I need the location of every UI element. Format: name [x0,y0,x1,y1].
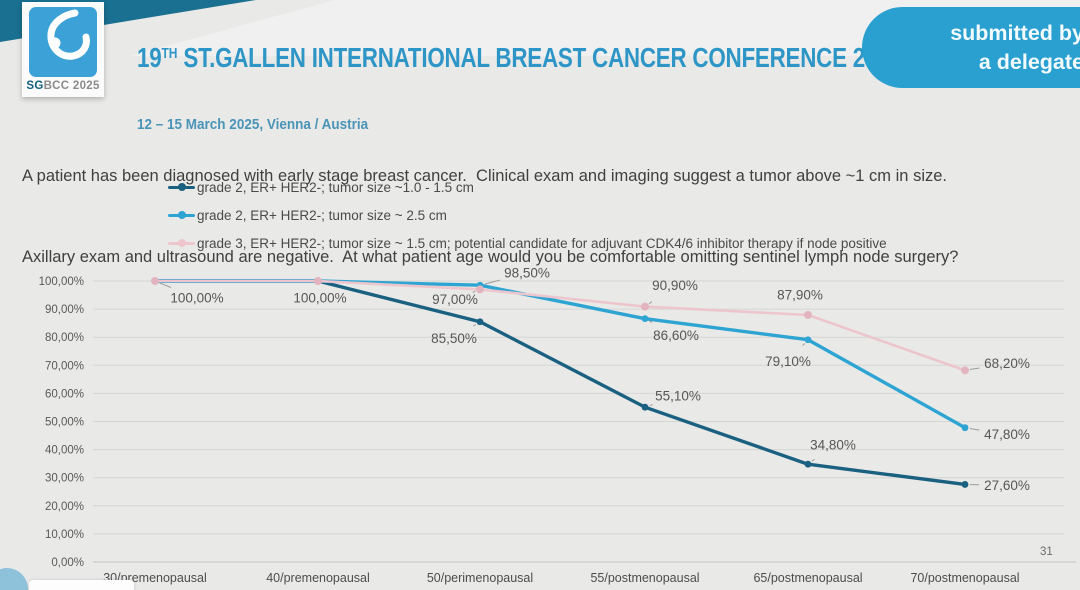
data-label-leader [802,343,806,346]
data-label-leader [811,458,815,462]
legend-row-series3: grade 3, ER+ HER2-; tumor size ~ 1.5 cm;… [168,232,887,254]
legend-label-series2: grade 2, ER+ HER2-; tumor size ~ 2.5 cm [197,207,447,223]
header-title-block: 19TH ST.GALLEN INTERNATIONAL BREAST CANC… [119,24,1080,152]
data-label: 79,10% [765,354,811,369]
data-label-leader [649,404,653,407]
data-point [641,302,649,311]
data-label: 97,00% [432,292,478,307]
data-point [804,311,812,320]
legend-row-series2: grade 2, ER+ HER2-; tumor size ~ 2.5 cm [168,204,887,226]
logo-caption-sg: SG [26,80,44,92]
logo-caption: SGBCC 2025 [26,80,99,92]
data-point [804,460,812,468]
chart-legend: grade 2, ER+ HER2-; tumor size ~1.0 - 1.… [168,176,887,260]
y-axis-tick-label: 100,00% [39,276,84,288]
question-line2: Axillary exam and ultrasound are negativ… [22,247,959,266]
y-axis-tick-label: 80,00% [45,332,84,344]
data-label-leader [969,428,980,431]
legend-label-series1: grade 2, ER+ HER2-; tumor size ~1.0 - 1.… [197,179,474,195]
data-point [961,366,969,375]
data-label: 87,90% [777,288,823,303]
logo-square [29,7,97,77]
y-axis-tick-label: 40,00% [45,445,84,457]
y-axis-tick-label: 90,00% [45,304,84,316]
x-axis-category-label: 55/postmenopausal [590,571,699,585]
data-label: 90,90% [652,278,698,293]
corner-decoration [0,568,28,590]
question-text: A patient has been diagnosed with early … [22,110,1067,324]
y-axis-tick-label: 70,00% [45,360,84,372]
data-label: 47,80% [984,427,1030,442]
line-chart: 0,00% 10,00% 20,00% 30,00% 40,00% 50,00% 60,00… [39,266,1076,585]
breast-ribbon-icon [47,9,90,60]
y-axis-tick-label: 20,00% [45,501,84,513]
data-label: 68,20% [984,356,1030,371]
data-label: 86,60% [653,328,699,343]
legend-marker-icon [168,238,195,248]
y-axis-tick-label: 60,00% [45,388,84,400]
data-point [804,336,812,344]
x-axis-category-label: 40/premenopausal [266,571,370,585]
data-label-leader [648,301,653,305]
y-axis-tick-label: 30,00% [45,473,84,485]
x-axis-category-label: 70/postmenopausal [910,571,1019,585]
data-label-leader [649,320,653,323]
badge-line1: submitted by [950,21,1080,46]
page-number: 31 [1040,546,1053,558]
y-axis-tick-label: 50,00% [45,417,84,429]
data-point [151,277,159,285]
legend-label-series3: grade 3, ER+ HER2-; tumor size ~ 1.5 cm;… [197,235,887,251]
data-label-leader [473,324,477,327]
y-axis-tick-label: 0,00% [51,557,84,569]
x-axis-category-label: 65/postmenopausal [753,571,862,585]
data-label: 27,60% [984,478,1030,493]
question-line1: A patient has been diagnosed with early … [22,167,947,186]
data-point [314,277,322,285]
x-axis-category-label: 50/perimenopausal [427,571,533,585]
data-point [641,315,649,323]
data-label: 98,50% [504,266,550,281]
submitted-by-delegate-badge: submitted by a delegate [862,7,1080,88]
y-axis-tick-label: 10,00% [45,529,84,541]
data-label-leader [159,282,172,288]
badge-line2: a delegate [978,49,1080,74]
conference-subtitle: 12 – 15 March 2025, Vienna / Austria [136,116,368,133]
data-label: 100,00% [170,291,223,306]
data-point [961,481,969,488]
data-point [641,403,649,411]
data-label: 85,50% [431,331,477,346]
conference-logo: SGBCC 2025 [22,2,104,97]
legend-row-series1: grade 2, ER+ HER2-; tumor size ~1.0 - 1.… [168,176,887,198]
data-point [476,285,484,294]
title-ordinal: TH [161,45,178,62]
data-label-leader [484,279,500,285]
data-label: 100,00% [293,291,346,306]
data-label-leader [472,290,476,293]
data-point [476,318,484,326]
series-line [153,279,967,372]
title-text: ST.GALLEN INTERNATIONAL BREAST CANCER CO… [177,42,902,73]
data-label-leader [969,367,980,371]
series-line [153,279,967,430]
conference-title: 19TH ST.GALLEN INTERNATIONAL BREAST CANC… [137,42,902,74]
logo-caption-rest: BCC 2025 [43,80,100,92]
bottom-partial-card [29,580,134,590]
title-number: 19 [136,42,162,73]
legend-marker-icon [168,182,195,192]
data-point [961,424,969,432]
data-label: 55,10% [655,389,701,404]
legend-marker-icon [168,210,195,220]
series-line [153,279,967,487]
data-label: 34,80% [810,438,856,453]
